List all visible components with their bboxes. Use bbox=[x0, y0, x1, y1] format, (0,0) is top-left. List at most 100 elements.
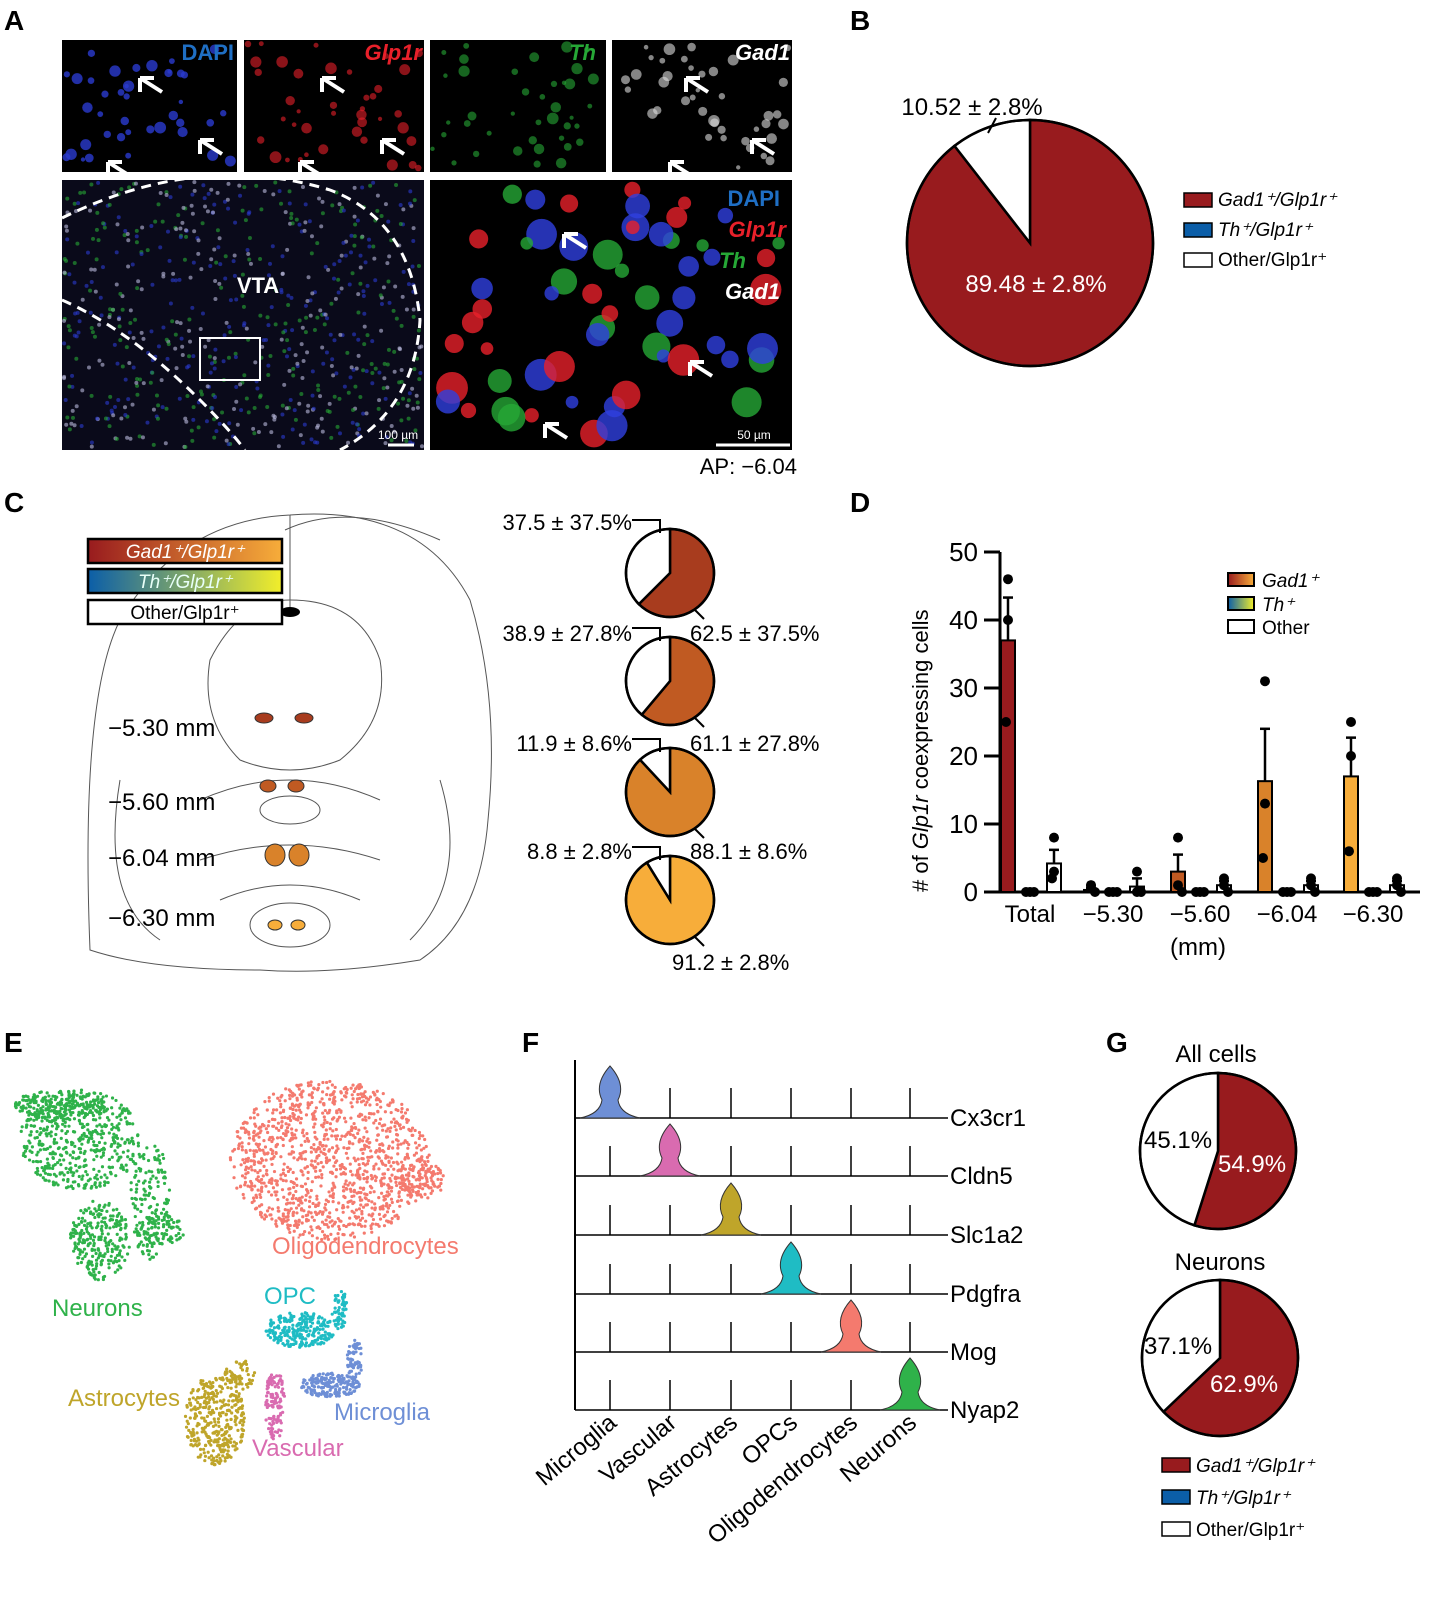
cell-signal bbox=[582, 283, 603, 304]
umap-point bbox=[54, 1181, 58, 1185]
umap-point bbox=[268, 1422, 272, 1426]
umap-point bbox=[191, 1427, 195, 1432]
umap-point bbox=[282, 1217, 286, 1221]
umap-point bbox=[352, 1389, 356, 1393]
data-point bbox=[1310, 887, 1320, 897]
umap-point bbox=[50, 1109, 54, 1113]
cell-signal bbox=[65, 196, 70, 201]
umap-point bbox=[35, 1108, 39, 1112]
umap-point bbox=[101, 1151, 106, 1155]
cell-signal bbox=[89, 393, 94, 398]
umap-point bbox=[236, 1146, 241, 1151]
umap-point bbox=[242, 1161, 247, 1165]
umap-point bbox=[288, 1311, 292, 1315]
umap-point bbox=[101, 1277, 106, 1282]
umap-point bbox=[166, 1198, 171, 1202]
umap-point bbox=[38, 1173, 43, 1177]
umap-point bbox=[98, 1181, 102, 1185]
cell-signal bbox=[343, 253, 348, 258]
umap-point bbox=[276, 1198, 280, 1202]
data-point bbox=[1029, 887, 1039, 897]
umap-point bbox=[60, 1154, 64, 1158]
vta-region-560 bbox=[259, 779, 277, 793]
cell-signal bbox=[63, 71, 70, 78]
umap-point bbox=[72, 1171, 76, 1175]
arrow-icon bbox=[684, 76, 710, 94]
cell-signal bbox=[167, 69, 172, 74]
umap-point bbox=[119, 1266, 123, 1270]
cell-signal bbox=[123, 377, 128, 382]
umap-point bbox=[195, 1444, 199, 1448]
cell-signal bbox=[331, 373, 336, 378]
cell-signal bbox=[158, 245, 163, 250]
cell-signal bbox=[678, 196, 692, 210]
umap-point bbox=[145, 1232, 150, 1236]
cell-signal bbox=[297, 318, 302, 323]
umap-point bbox=[336, 1232, 340, 1236]
umap-point bbox=[265, 1209, 270, 1213]
umap-point bbox=[64, 1166, 68, 1170]
umap-point bbox=[109, 1239, 113, 1243]
umap-point bbox=[73, 1180, 77, 1184]
umap-point bbox=[305, 1189, 310, 1193]
umap-point bbox=[146, 1193, 151, 1198]
cell-signal bbox=[287, 347, 292, 352]
umap-point bbox=[136, 1207, 140, 1211]
cell-signal bbox=[356, 337, 361, 342]
umap-point bbox=[162, 1215, 166, 1219]
umap-point bbox=[288, 1201, 292, 1205]
umap-point bbox=[328, 1220, 332, 1224]
cell-signal bbox=[717, 125, 726, 134]
umap-point bbox=[273, 1398, 277, 1403]
umap-point bbox=[84, 1227, 89, 1231]
cell-signal bbox=[214, 429, 219, 434]
umap-point bbox=[183, 1414, 188, 1418]
umap-point bbox=[360, 1147, 364, 1151]
umap-point bbox=[96, 1221, 100, 1225]
umap-point bbox=[47, 1094, 51, 1098]
umap-point bbox=[268, 1335, 273, 1340]
cell-signal bbox=[441, 50, 447, 56]
cell-signal bbox=[74, 404, 79, 409]
cell-signal bbox=[528, 136, 537, 145]
umap-point bbox=[234, 1379, 238, 1383]
umap-point bbox=[138, 1169, 142, 1173]
umap-point bbox=[46, 1161, 50, 1165]
cell-signal bbox=[596, 410, 628, 442]
umap-point bbox=[364, 1197, 368, 1201]
callout-line bbox=[632, 846, 661, 860]
umap-point bbox=[134, 1190, 138, 1194]
cell-signal bbox=[228, 330, 233, 335]
x-tick-label: Total bbox=[1005, 901, 1056, 928]
umap-point bbox=[32, 1118, 36, 1122]
umap-point bbox=[49, 1097, 53, 1101]
umap-point bbox=[275, 1374, 279, 1378]
cell-signal bbox=[313, 42, 319, 48]
umap-point bbox=[298, 1093, 302, 1097]
cell-signal bbox=[356, 109, 367, 120]
umap-point bbox=[203, 1405, 207, 1410]
umap-point bbox=[76, 1182, 81, 1187]
umap-point bbox=[362, 1177, 366, 1181]
umap-point bbox=[28, 1133, 32, 1137]
umap-point bbox=[277, 1404, 281, 1408]
umap-point bbox=[279, 1105, 283, 1109]
umap-point bbox=[344, 1380, 349, 1384]
umap-point bbox=[233, 1414, 237, 1418]
cell-signal bbox=[160, 219, 165, 224]
umap-point bbox=[67, 1090, 71, 1094]
callout-line bbox=[632, 627, 661, 641]
y-tick-label: 30 bbox=[949, 673, 978, 703]
umap-point bbox=[239, 1126, 243, 1130]
data-point bbox=[1372, 887, 1382, 897]
umap-point bbox=[142, 1157, 146, 1161]
umap-point bbox=[198, 1447, 203, 1451]
cell-signal bbox=[123, 413, 128, 418]
umap-point bbox=[417, 1178, 422, 1182]
cell-signal bbox=[698, 70, 706, 78]
umap-point bbox=[292, 1229, 296, 1233]
umap-point bbox=[291, 1111, 295, 1116]
umap-point bbox=[207, 1410, 211, 1415]
umap-point bbox=[379, 1181, 383, 1185]
